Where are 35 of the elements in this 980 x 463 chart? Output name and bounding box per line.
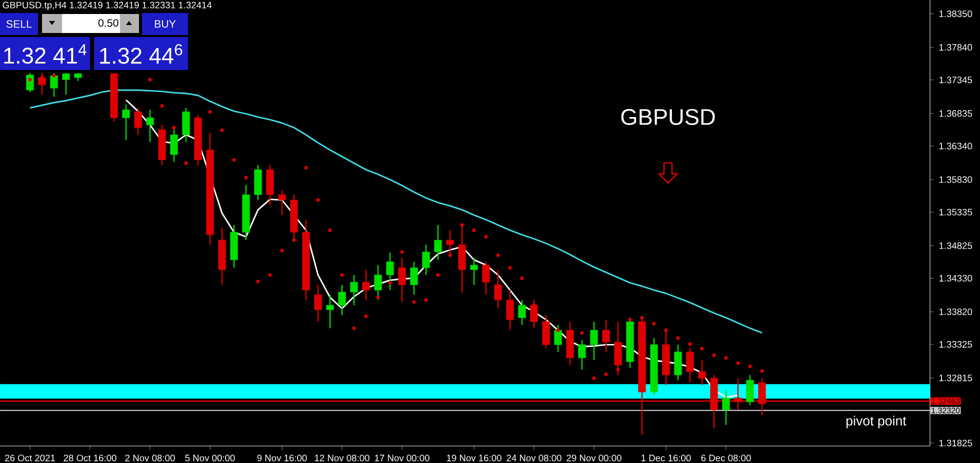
x-tick-label: 6 Dec 08:00 bbox=[701, 454, 751, 462]
text: GBPUSD bbox=[621, 108, 715, 126]
x-tick-label: 12 Nov 08:00 bbox=[314, 454, 370, 462]
x-tick-label: 19 Nov 16:00 bbox=[446, 454, 502, 462]
x-tick-label: 29 Nov 00:00 bbox=[566, 454, 622, 462]
y-tick-label: 1.35830 bbox=[939, 176, 972, 183]
annotation: 1.32 44$^{6}$ bbox=[100, 44, 182, 64]
x-tick-label: 2 Nov 08:00 bbox=[125, 454, 175, 462]
x-tick-label: 17 Nov 00:00 bbox=[374, 454, 430, 462]
annotation: BUY bbox=[154, 20, 176, 28]
y-tick-label: 1.32815 bbox=[939, 374, 972, 382]
ref-line-label: 1.32463 bbox=[932, 398, 960, 404]
ref-line-label: 1.32320 bbox=[932, 408, 960, 414]
y-tick-label: 1.35335 bbox=[939, 208, 972, 216]
x-tick-label: 1 Dec 16:00 bbox=[642, 454, 691, 462]
y-tick-label: 1.37840 bbox=[939, 44, 972, 51]
y-tick-label: 1.34825 bbox=[939, 242, 972, 249]
y-tick-label: 1.31825 bbox=[939, 440, 972, 446]
y-tick-label: 1.38350 bbox=[939, 10, 972, 18]
y-tick-label: 1.33820 bbox=[939, 308, 972, 316]
y-tick-label: 1.34330 bbox=[939, 274, 972, 282]
x-tick-label: 24 Nov 08:00 bbox=[506, 454, 562, 462]
annotation: GBPUSD.tp,H4 1.32419 1.32419 1.32331 1.32414 bbox=[2, 2, 212, 10]
annotation: SELL bbox=[6, 20, 32, 28]
y-tick-label: 1.36835 bbox=[939, 110, 972, 117]
annotation: 1.32 41$^{4}$ bbox=[4, 44, 86, 64]
y-tick-label: 1.36340 bbox=[939, 142, 972, 150]
annotation: 0.50 bbox=[98, 19, 118, 27]
text: pivot point bbox=[846, 416, 906, 428]
y-tick-label: 1.33325 bbox=[939, 341, 972, 348]
x-tick-label: 5 Nov 00:00 bbox=[185, 454, 235, 462]
x-tick-label: 26 Oct 2021 bbox=[5, 454, 55, 462]
x-tick-label: 28 Oct 16:00 bbox=[64, 454, 116, 462]
x-tick-label: 9 Nov 16:00 bbox=[257, 454, 307, 462]
y-tick-label: 1.37345 bbox=[939, 76, 972, 84]
